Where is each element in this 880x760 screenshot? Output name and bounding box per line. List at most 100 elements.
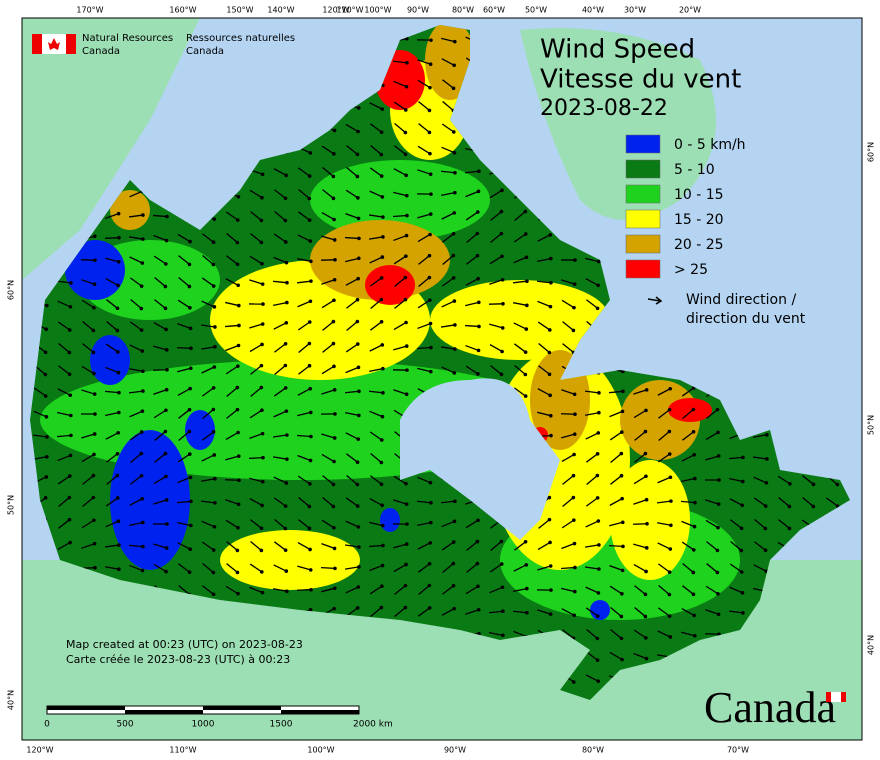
zone bbox=[430, 280, 610, 360]
wind-arrow bbox=[513, 233, 527, 243]
wind-arrow-head bbox=[548, 540, 552, 545]
legend-swatch bbox=[625, 259, 661, 279]
wind-arrow bbox=[177, 233, 191, 243]
wind-arrow-head bbox=[477, 324, 481, 329]
wind-arrow bbox=[561, 299, 575, 309]
zone bbox=[310, 160, 490, 240]
wind-arrow bbox=[512, 610, 528, 614]
wind-arrow bbox=[657, 607, 671, 617]
wind-arrow-head bbox=[500, 277, 505, 282]
wind-arrow bbox=[106, 321, 118, 331]
wind-arrow bbox=[586, 474, 598, 486]
wind-arrow bbox=[490, 211, 502, 221]
wind-arrow bbox=[369, 102, 383, 110]
wind-arrow-head bbox=[236, 343, 241, 348]
wind-arrow-head bbox=[332, 238, 337, 242]
wind-arrow-head bbox=[547, 372, 552, 377]
wind-arrow bbox=[464, 170, 480, 174]
legend-swatch bbox=[625, 134, 661, 154]
wind-arrow bbox=[178, 409, 190, 419]
wind-arrow bbox=[345, 520, 359, 528]
wind-arrow bbox=[561, 279, 575, 285]
wind-arrow bbox=[274, 343, 286, 353]
wind-arrow-head bbox=[452, 606, 456, 611]
wind-arrow-head bbox=[524, 327, 529, 331]
wind-arrow-head bbox=[572, 541, 577, 546]
wind-arrow bbox=[273, 476, 287, 484]
wind-arrow-head bbox=[525, 303, 529, 308]
wind-arrow-head bbox=[139, 306, 144, 311]
graticule-label: 50°N bbox=[867, 415, 876, 435]
wind-arrow bbox=[418, 101, 430, 111]
wind-arrow-head bbox=[715, 570, 720, 575]
wind-arrow bbox=[537, 257, 551, 263]
wind-arrow bbox=[681, 541, 695, 551]
wind-arrow-head bbox=[500, 585, 505, 590]
wind-arrow bbox=[274, 364, 286, 376]
wind-arrow-head bbox=[404, 344, 409, 348]
wind-arrow-head bbox=[165, 214, 169, 219]
wind-arrow bbox=[729, 477, 743, 483]
wind-arrow bbox=[752, 456, 768, 460]
wind-arrow-head bbox=[260, 503, 264, 508]
wind-arrow-head bbox=[332, 546, 337, 551]
wind-arrow bbox=[345, 343, 359, 353]
wind-arrow bbox=[394, 299, 406, 309]
wind-arrow-head bbox=[235, 385, 240, 390]
wind-arrow bbox=[297, 300, 311, 308]
wind-arrow-head bbox=[405, 522, 409, 526]
wind-arrow bbox=[657, 542, 671, 550]
wind-arrow-head bbox=[189, 523, 193, 528]
wind-arrow bbox=[418, 277, 430, 287]
wind-arrow-head bbox=[741, 455, 745, 460]
wind-arrow-head bbox=[187, 452, 192, 456]
scale-label: 500 bbox=[116, 720, 133, 730]
wind-arrow bbox=[392, 214, 408, 218]
wind-arrow bbox=[345, 123, 359, 133]
wind-arrow-head bbox=[67, 495, 72, 500]
wind-arrow-head bbox=[403, 130, 408, 135]
wind-arrow-head bbox=[285, 280, 289, 285]
wind-arrow-head bbox=[379, 460, 384, 465]
wind-arrow-head bbox=[164, 474, 168, 479]
wind-arrow bbox=[370, 475, 382, 485]
wind-arrow bbox=[585, 586, 599, 594]
wind-arrow-head bbox=[404, 320, 408, 325]
wind-arrow bbox=[489, 563, 503, 573]
wind-arrow bbox=[248, 456, 264, 460]
wind-arrow bbox=[609, 410, 623, 418]
wind-arrow-head bbox=[475, 561, 480, 566]
wind-arrow-head bbox=[189, 499, 193, 504]
wind-arrow-head bbox=[355, 297, 360, 302]
wind-arrow bbox=[369, 521, 383, 527]
wind-arrow-head bbox=[427, 583, 432, 588]
wind-arrow bbox=[177, 453, 191, 463]
wind-arrow bbox=[128, 390, 144, 394]
wind-arrow bbox=[634, 453, 646, 463]
wind-arrow bbox=[441, 58, 455, 66]
wind-arrow-head bbox=[211, 262, 216, 267]
wind-arrow-head bbox=[572, 452, 576, 457]
wind-arrow bbox=[296, 280, 312, 284]
wind-arrow bbox=[417, 542, 431, 550]
wind-arrow bbox=[753, 497, 767, 507]
wind-arrow-head bbox=[453, 323, 457, 327]
wind-arrow bbox=[345, 497, 359, 507]
wind-arrow-head bbox=[619, 430, 624, 434]
wind-arrow bbox=[370, 321, 382, 331]
wind-arrow-head bbox=[283, 218, 288, 223]
wind-arrow bbox=[250, 211, 262, 221]
wind-arrow bbox=[706, 541, 718, 551]
wind-arrow bbox=[418, 255, 430, 265]
wind-arrow bbox=[368, 236, 384, 240]
wind-arrow bbox=[321, 299, 335, 309]
wind-arrow-head bbox=[525, 586, 529, 591]
wind-arrow bbox=[57, 300, 71, 308]
zone bbox=[365, 265, 415, 305]
wind-arrow-head bbox=[116, 430, 121, 435]
graticule-label: 80°W bbox=[452, 6, 474, 15]
wind-arrow-head bbox=[283, 363, 288, 368]
wind-arrow bbox=[321, 389, 335, 395]
wind-arrow-head bbox=[307, 196, 312, 201]
wind-arrow-head bbox=[811, 482, 816, 487]
